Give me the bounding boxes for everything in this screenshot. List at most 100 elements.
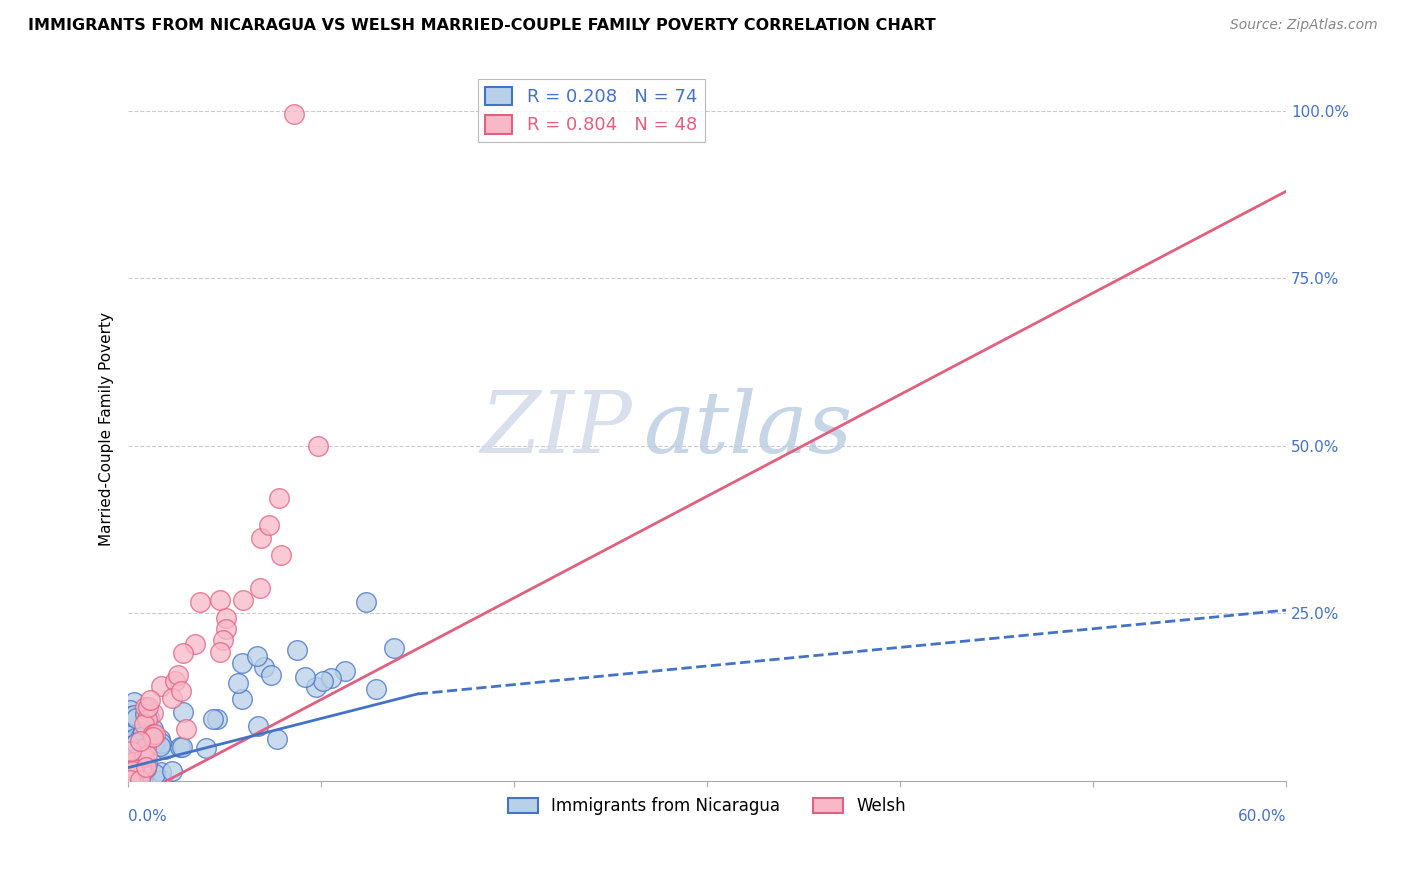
Point [136,699,159,714]
Point [132,764,155,778]
Point [364,681,387,696]
Point [120,747,142,761]
Point [170,684,193,698]
Point [121,714,143,729]
Point [129,734,152,748]
Point [188,595,211,609]
Point [124,754,146,768]
Point [124,707,146,722]
Point [382,640,405,655]
Point [270,549,292,563]
Point [170,740,193,755]
Point [283,107,305,121]
Point [125,711,148,725]
Point [269,491,291,505]
Point [129,729,152,743]
Point [160,764,183,779]
Point [122,764,145,778]
Text: 0.0%: 0.0% [128,809,167,824]
Point [129,771,152,785]
Point [150,773,173,788]
Point [122,762,145,776]
Point [208,593,231,607]
Point [211,633,233,648]
Point [131,767,153,781]
Point [120,720,142,734]
Point [134,700,156,714]
Point [231,692,253,706]
Point [120,773,142,788]
Text: atlas: atlas [644,388,852,471]
Point [132,717,155,731]
Point [120,703,142,717]
Point [167,668,190,682]
Point [201,713,224,727]
Point [172,646,194,660]
Point [335,665,357,679]
Point [121,770,143,784]
Y-axis label: Married-Couple Family Poverty: Married-Couple Family Poverty [100,312,114,546]
Point [259,517,281,532]
Point [131,758,153,772]
Point [285,643,308,657]
Point [121,773,143,788]
Point [120,773,142,788]
Point [312,673,335,688]
Point [121,771,143,785]
Point [135,761,157,775]
Point [135,760,157,774]
Point [138,710,160,724]
Point [304,680,326,694]
Point [266,731,288,746]
Point [143,727,166,741]
Point [131,725,153,739]
Point [143,736,166,750]
Point [215,623,238,637]
Text: IMMIGRANTS FROM NICARAGUA VS WELSH MARRIED-COUPLE FAMILY POVERTY CORRELATION CHA: IMMIGRANTS FROM NICARAGUA VS WELSH MARRI… [28,18,936,33]
Point [208,645,231,659]
Point [194,740,217,755]
Point [122,755,145,769]
Point [120,744,142,758]
Text: ZIP: ZIP [479,388,631,471]
Point [125,760,148,774]
Point [249,582,271,596]
Point [127,745,149,759]
Point [136,747,159,762]
Point [129,773,152,788]
Text: 60.0%: 60.0% [1237,809,1286,824]
Point [250,531,273,545]
Text: Source: ZipAtlas.com: Source: ZipAtlas.com [1230,18,1378,32]
Point [354,595,377,609]
Point [134,707,156,722]
Point [139,773,162,788]
Point [120,773,142,788]
Point [246,648,269,663]
Point [120,709,142,723]
Point [136,712,159,726]
Point [319,671,342,685]
Point [150,736,173,750]
Point [120,773,142,788]
Point [142,722,165,736]
Point [153,742,176,756]
Point [307,439,329,453]
Point [232,593,254,607]
Point [120,738,142,752]
Point [231,656,253,670]
Point [150,764,173,779]
Point [131,746,153,760]
Point [128,748,150,763]
Point [215,611,238,625]
Point [139,692,162,706]
Point [253,660,276,674]
Point [294,670,316,684]
Point [141,727,163,741]
Point [132,749,155,764]
Point [129,731,152,745]
Point [125,736,148,750]
Point [205,712,228,726]
Point [142,706,165,720]
Point [162,690,184,705]
Point [127,773,149,788]
